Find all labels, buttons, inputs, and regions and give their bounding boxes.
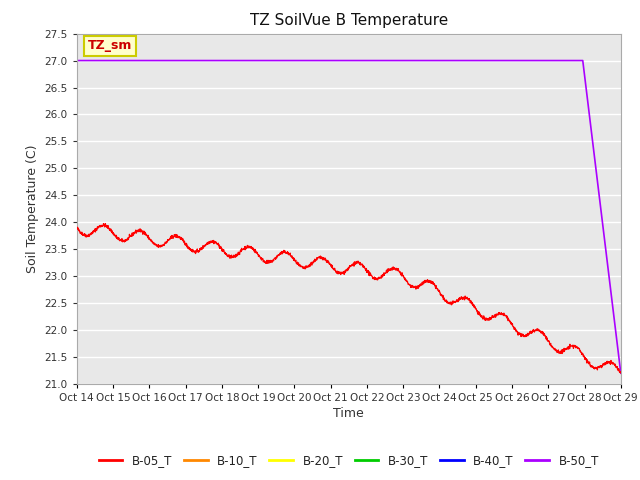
X-axis label: Time: Time <box>333 407 364 420</box>
Text: TZ_sm: TZ_sm <box>88 39 132 52</box>
Title: TZ SoilVue B Temperature: TZ SoilVue B Temperature <box>250 13 448 28</box>
Legend: B-05_T, B-10_T, B-20_T, B-30_T, B-40_T, B-50_T: B-05_T, B-10_T, B-20_T, B-30_T, B-40_T, … <box>94 449 604 472</box>
Y-axis label: Soil Temperature (C): Soil Temperature (C) <box>26 144 39 273</box>
